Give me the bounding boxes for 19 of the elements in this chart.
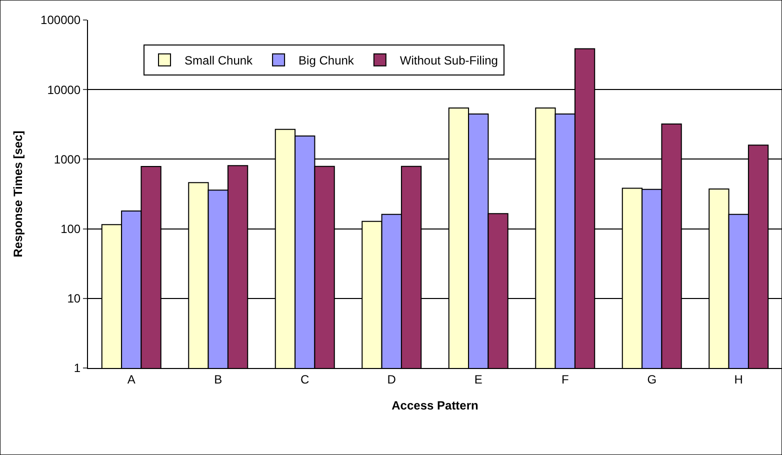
y-tick-label: 10000 [47,82,81,97]
x-axis-title: Access Pattern [392,398,478,412]
x-tick-label: C [300,372,310,386]
y-tick-label: 100 [60,222,81,236]
legend-label: Without Sub-Filing [400,54,498,68]
x-tick-label: D [387,372,396,386]
x-tick-label: F [561,372,569,386]
y-tick-label: 1000 [54,152,81,166]
x-tick-label: G [647,372,657,386]
y-axis-title: Response Times [sec] [10,130,25,258]
legend-label: Big Chunk [298,54,355,68]
legend-label: Small Chunk [184,54,254,68]
x-tick-label: B [214,372,222,386]
y-tick-label: 10 [67,292,81,306]
x-tick-label: H [734,372,743,386]
y-tick-label: 1 [74,361,81,376]
x-tick-label: A [127,372,136,386]
x-tick-label: E [474,372,482,386]
y-tick-label: 100000 [40,13,81,28]
